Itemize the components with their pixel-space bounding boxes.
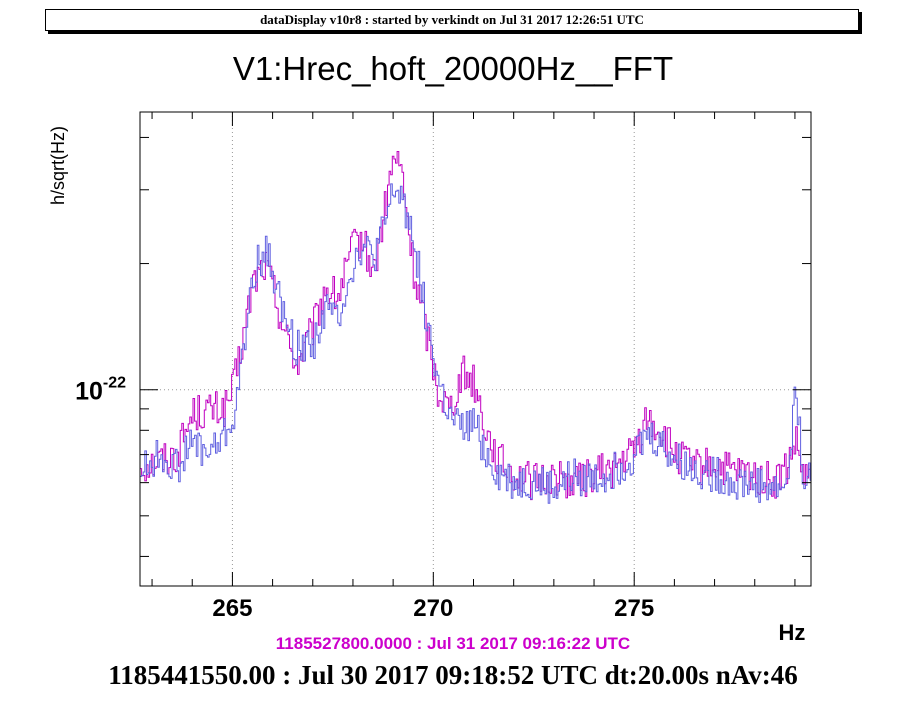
x-axis-label: Hz — [779, 620, 806, 645]
series-line-0 — [140, 151, 811, 501]
header-title: dataDisplay v10r8 : started by verkindt … — [260, 12, 644, 27]
label-layer: h/sqrt(Hz) Hz 265 270 275 10-22 — [48, 126, 805, 645]
y-axis-label: h/sqrt(Hz) — [48, 126, 68, 205]
x-tick-label: 265 — [212, 595, 252, 622]
grid-layer — [140, 112, 811, 586]
series-line-1 — [140, 183, 811, 504]
series-layer — [140, 151, 811, 504]
y-tick-label: 10-22 — [75, 375, 126, 406]
x-tick-label: 270 — [413, 595, 453, 622]
footer-info: 1185441550.00 : Jul 30 2017 09:18:52 UTC… — [108, 660, 798, 690]
plot-title: V1:Hrec_hoft_20000Hz__FFT — [232, 50, 674, 87]
x-tick-label: 275 — [614, 595, 654, 622]
plot-frame — [139, 111, 812, 587]
tick-layer — [140, 112, 811, 586]
header-bar: dataDisplay v10r8 : started by verkindt … — [45, 9, 859, 31]
start-time-label: 1185527800.0000 : Jul 31 2017 09:16:22 U… — [275, 634, 631, 653]
